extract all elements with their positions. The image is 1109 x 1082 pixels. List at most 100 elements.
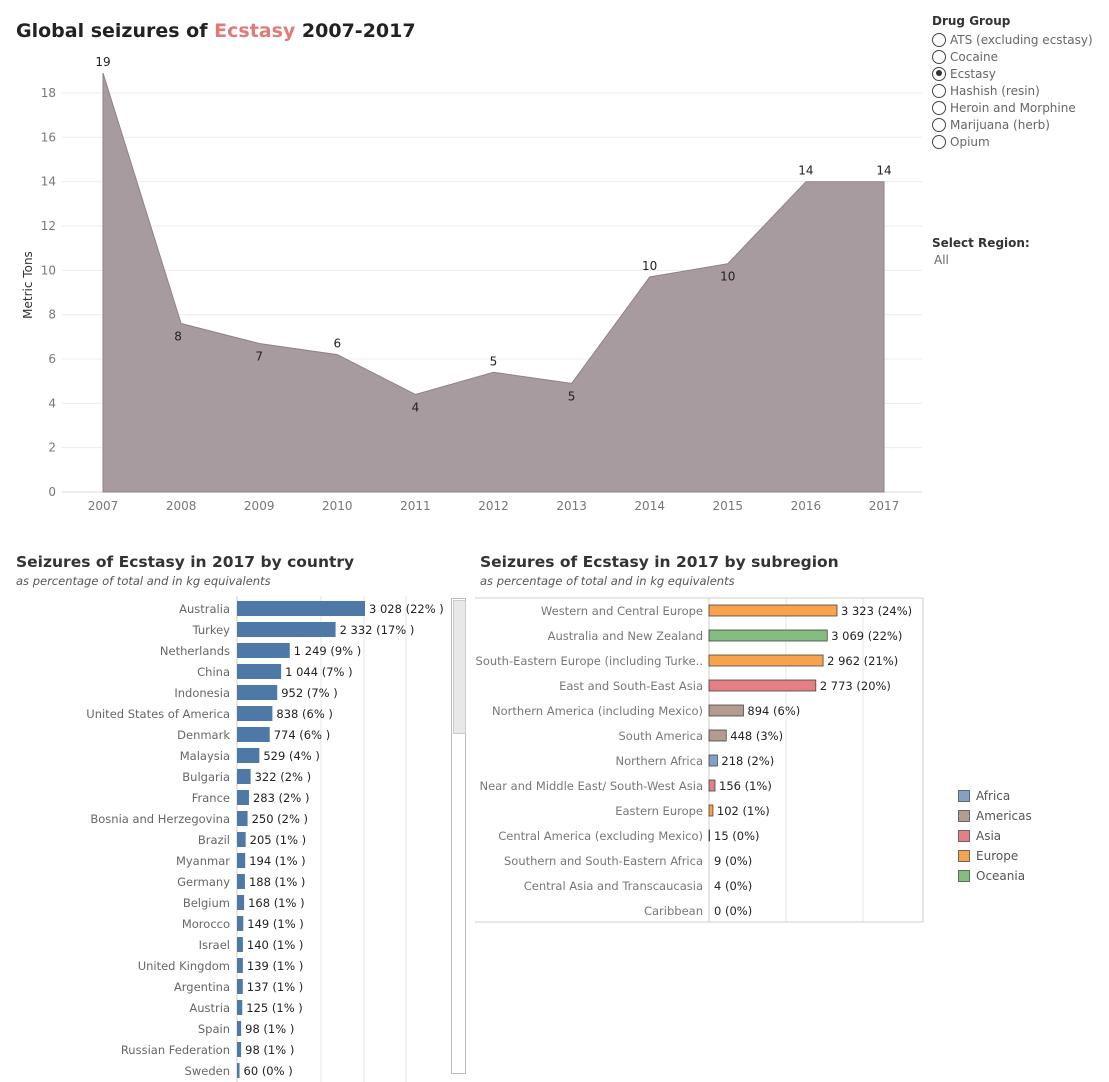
- country-bar: [237, 790, 249, 805]
- country-chart-scrollbar[interactable]: [451, 598, 466, 1074]
- value-label: 774 (6% ): [274, 728, 330, 742]
- value-label: 102 (1%): [717, 804, 770, 818]
- data-label: 14: [876, 164, 891, 178]
- area-chart: 0 2 4 6 8 10 12 14 16 18 2007 19 2008 8 2009 7 2010 6 2011…: [21, 55, 922, 513]
- radio-label: Heroin and Morphine: [950, 100, 1076, 115]
- country-bar: [237, 958, 243, 973]
- data-label: 14: [798, 164, 813, 178]
- radio-button[interactable]: [932, 66, 946, 81]
- radio-button[interactable]: [932, 100, 946, 115]
- subregion-bar: [708, 829, 710, 842]
- legend-item-asia[interactable]: Asia: [958, 828, 1001, 844]
- category-label: Sweden: [185, 1064, 230, 1078]
- radio-button[interactable]: [932, 49, 946, 64]
- legend-label: Europe: [976, 849, 1019, 863]
- subregion-bar: [708, 604, 838, 617]
- category-label: Bulgaria: [182, 770, 230, 784]
- legend-item-europe[interactable]: Europe: [958, 848, 1018, 864]
- value-label: 139 (1% ): [247, 959, 303, 973]
- value-label: 137 (1% ): [247, 980, 303, 994]
- select-region-label: Select Region:: [932, 236, 1030, 250]
- category-label: Malaysia: [180, 749, 230, 763]
- category-label: Western and Central Europe: [541, 604, 703, 618]
- value-label: 3 028 (22% ): [369, 602, 444, 616]
- data-label: 7: [255, 349, 263, 363]
- country-bar: [237, 937, 243, 952]
- data-label: 4: [412, 400, 420, 414]
- radio-button[interactable]: [932, 134, 946, 149]
- title-drug: Ecstasy: [214, 20, 296, 42]
- data-label: 6: [333, 337, 341, 351]
- drug-option-heroin-and-morphine[interactable]: Heroin and Morphine: [932, 99, 1076, 116]
- country-bar: [237, 979, 243, 994]
- radio-button[interactable]: [932, 32, 946, 47]
- legend-item-oceania[interactable]: Oceania: [958, 868, 1025, 884]
- legend-item-africa[interactable]: Africa: [958, 788, 1010, 804]
- category-label: Australia: [179, 602, 230, 616]
- y-tick-label: 8: [48, 308, 56, 322]
- category-label: Morocco: [182, 917, 230, 931]
- country-bar: [237, 1063, 240, 1078]
- legend-item-americas[interactable]: Americas: [958, 808, 1032, 824]
- drug-option-ats-excluding-ecstasy[interactable]: ATS (excluding ecstasy): [932, 31, 1093, 48]
- drug-option-cocaine[interactable]: Cocaine: [932, 48, 998, 65]
- category-label: Brazil: [198, 833, 230, 847]
- subregion-chart-title: Seizures of Ecstasy in 2017 by subregion: [480, 553, 839, 571]
- category-label: Belgium: [183, 896, 230, 910]
- value-label: 2 962 (21%): [827, 654, 898, 668]
- radio-label: Hashish (resin): [950, 83, 1040, 98]
- value-label: 952 (7% ): [281, 686, 337, 700]
- value-label: 1 044 (7% ): [285, 665, 352, 679]
- category-label: Australia and New Zealand: [548, 629, 703, 643]
- value-label: 188 (1% ): [249, 875, 305, 889]
- value-label: 3 069 (22%): [831, 629, 902, 643]
- category-label: Austria: [189, 1001, 230, 1015]
- value-label: 9 (0%): [714, 854, 752, 868]
- category-label: Northern Africa: [615, 754, 703, 768]
- category-label: Central America (excluding Mexico): [498, 829, 703, 843]
- x-tick-label: 2010: [322, 499, 353, 513]
- value-label: 529 (4% ): [263, 749, 319, 763]
- subregion-bar: [708, 679, 817, 692]
- country-bar: [237, 769, 251, 784]
- y-tick-label: 10: [41, 263, 56, 277]
- radio-label: Opium: [950, 134, 990, 149]
- category-label: Indonesia: [174, 686, 230, 700]
- category-label: Turkey: [192, 623, 231, 637]
- x-tick-label: 2012: [478, 499, 509, 513]
- title-prefix: Global seizures of: [16, 20, 208, 42]
- drug-option-hashish-resin[interactable]: Hashish (resin): [932, 82, 1040, 99]
- legend-label: Africa: [976, 789, 1011, 803]
- legend-swatch: [958, 870, 970, 882]
- radio-label: ATS (excluding ecstasy): [950, 32, 1093, 47]
- country-chart-subtitle: as percentage of total and in kg equival…: [16, 574, 271, 588]
- value-label: 838 (6% ): [276, 707, 332, 721]
- select-region-value[interactable]: All: [934, 253, 949, 267]
- data-label: 8: [174, 330, 182, 344]
- category-label: Israel: [199, 938, 230, 952]
- value-label: 15 (0%): [714, 829, 760, 843]
- x-tick-label: 2017: [869, 499, 900, 513]
- drug-option-marijuana-herb[interactable]: Marijuana (herb): [932, 116, 1050, 133]
- value-label: 168 (1% ): [248, 896, 304, 910]
- drug-option-ecstasy[interactable]: Ecstasy: [932, 65, 996, 82]
- data-label: 10: [720, 270, 735, 284]
- drug-option-opium[interactable]: Opium: [932, 133, 990, 150]
- legend-label: Oceania: [976, 869, 1026, 883]
- radio-label: Cocaine: [950, 49, 998, 64]
- radio-label: Marijuana (herb): [950, 117, 1050, 132]
- value-label: 125 (1% ): [246, 1001, 302, 1015]
- scrollbar-thumb[interactable]: [453, 600, 466, 734]
- country-bar: [237, 622, 336, 637]
- value-label: 218 (2%): [721, 754, 774, 768]
- x-tick-label: 2016: [791, 499, 822, 513]
- category-label: Spain: [198, 1022, 230, 1036]
- radio-button[interactable]: [932, 83, 946, 98]
- category-label: Near and Middle East/ South-West Asia: [479, 779, 703, 793]
- y-tick-label: 4: [48, 396, 56, 410]
- country-bar: [237, 895, 245, 910]
- radio-button[interactable]: [932, 117, 946, 132]
- country-bar: [237, 664, 282, 679]
- value-label: 140 (1% ): [247, 938, 303, 952]
- x-tick-label: 2013: [556, 499, 587, 513]
